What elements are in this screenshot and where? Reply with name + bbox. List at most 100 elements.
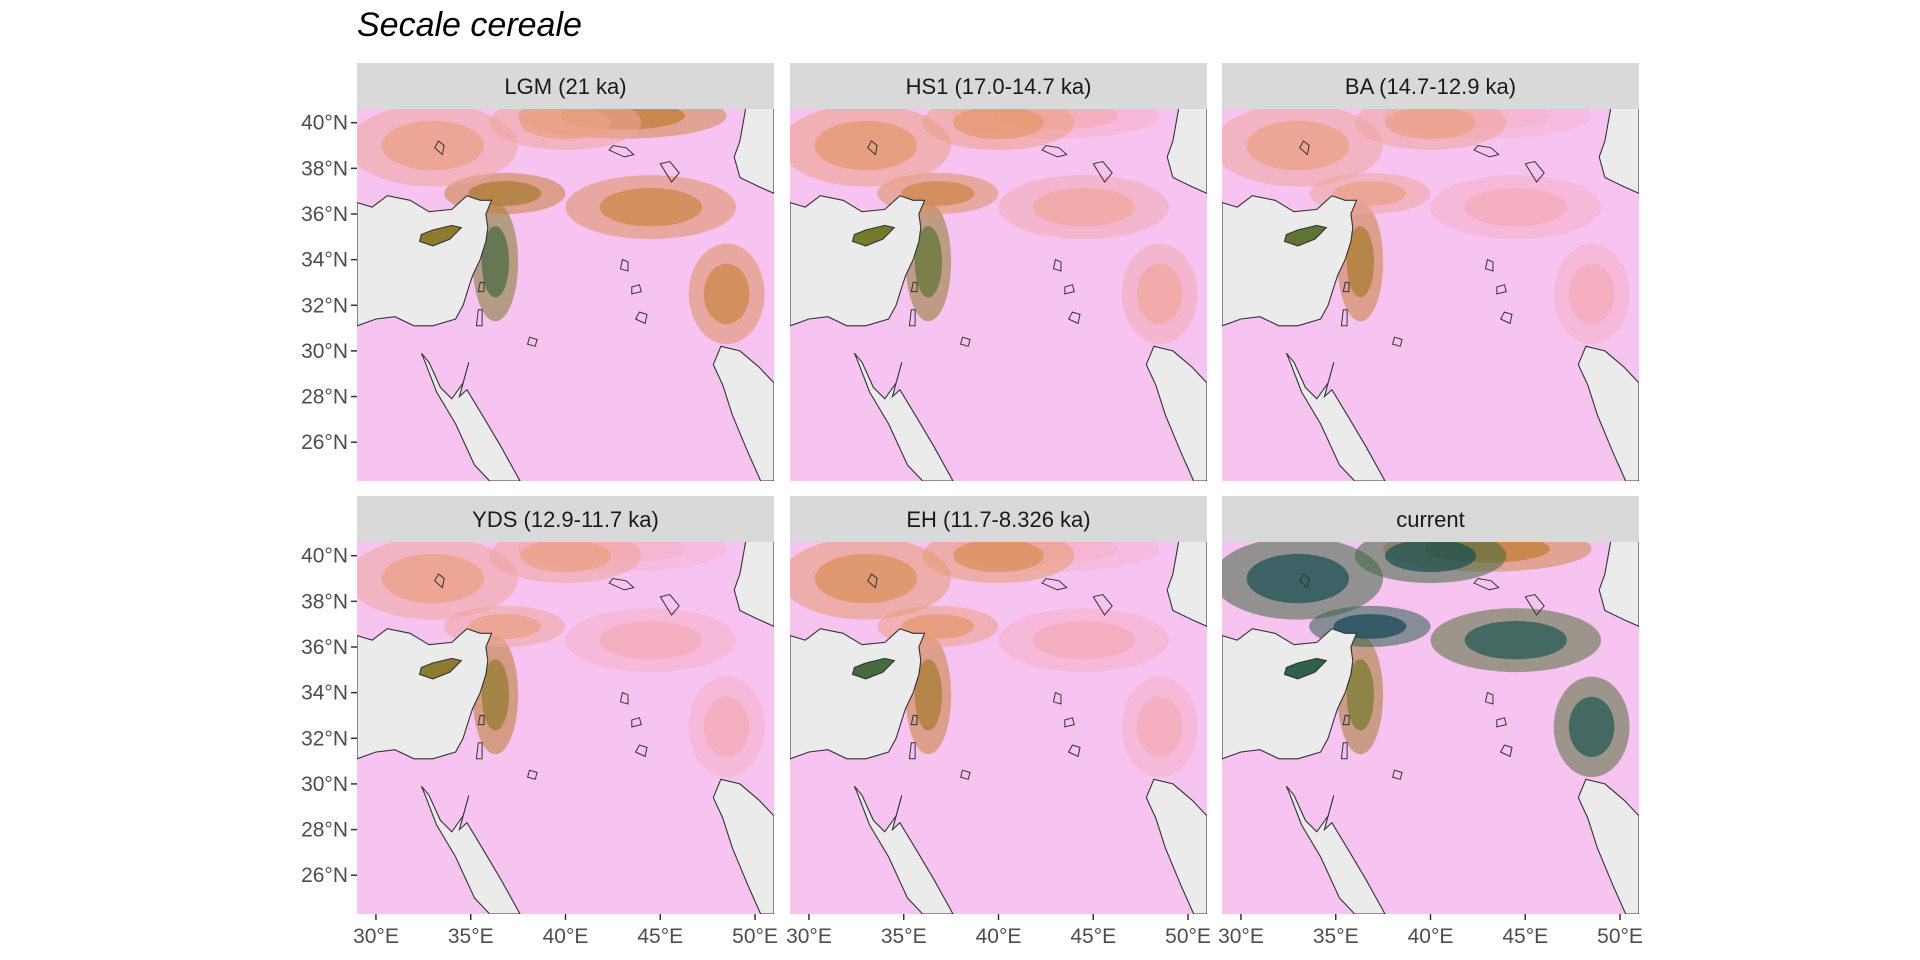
y-tick-label: 36°N	[301, 203, 348, 226]
lake-outline	[659, 593, 680, 616]
suitability-core	[1136, 696, 1183, 757]
suitability-core	[814, 120, 917, 171]
caspian-sea	[1598, 542, 1639, 628]
persian-gulf	[1145, 345, 1207, 481]
suitability-layer	[1222, 542, 1630, 778]
panel-strip	[790, 63, 1207, 109]
lake-outline	[1499, 744, 1513, 758]
x-tick-label: 45°E	[1502, 925, 1548, 948]
map-area	[357, 109, 774, 481]
suitability-core	[1333, 181, 1407, 206]
lake-outline	[1496, 717, 1507, 728]
panel-strip	[1222, 496, 1639, 542]
x-tick-label: 35°E	[448, 925, 494, 948]
lake-outline	[1052, 258, 1062, 272]
suitability-core	[599, 187, 702, 227]
persian-gulf	[1145, 778, 1207, 914]
red-sea	[1285, 785, 1386, 914]
persian-gulf	[1577, 778, 1639, 914]
red-sea	[420, 352, 521, 481]
map-panel: current 30°E 35°E 40°E 45°E 50°E	[1218, 496, 1643, 948]
lake-outline	[475, 742, 483, 760]
panel-strip-label: BA (14.7-12.9 ka)	[1345, 74, 1516, 99]
caspian-sea	[1166, 109, 1207, 195]
lake-outline	[1067, 744, 1081, 758]
map-area	[357, 542, 774, 914]
panel-strip-label: HS1 (17.0-14.7 ka)	[906, 74, 1092, 99]
suitability-core	[1464, 187, 1567, 227]
lake-outline	[619, 691, 629, 705]
persian-gulf	[712, 345, 774, 481]
caspian-sea	[733, 542, 774, 628]
suitability-core	[599, 620, 702, 660]
lake-outline	[634, 744, 648, 758]
y-tick-label: 38°N	[301, 157, 348, 180]
lake-outline	[959, 769, 971, 780]
lake-outline	[1041, 144, 1068, 158]
x-tick-label: 50°E	[1597, 925, 1643, 948]
caspian-sea	[733, 109, 774, 195]
cyprus-island	[418, 657, 463, 680]
lake-outline	[631, 284, 642, 295]
suitability-layer	[790, 109, 1198, 345]
lake-outline	[477, 281, 485, 293]
x-tick-label: 40°E	[976, 925, 1022, 948]
y-tick-label: 30°N	[301, 340, 348, 363]
suitability-layer	[790, 542, 1198, 778]
lake-outline	[1342, 714, 1350, 726]
map-area	[790, 542, 1207, 914]
suitability-core	[520, 109, 611, 140]
y-tick-label: 40°N	[301, 112, 348, 135]
panel-strip	[357, 63, 774, 109]
y-tick-label: 38°N	[301, 590, 348, 613]
red-sea	[853, 352, 954, 481]
lake-outline	[1499, 311, 1513, 325]
suitability-core	[1346, 659, 1375, 731]
panel-strip	[790, 496, 1207, 542]
suitability-core	[953, 109, 1044, 140]
lake-outline	[1067, 311, 1081, 325]
suitability-core	[1032, 620, 1135, 660]
caspian-sea	[1598, 109, 1639, 195]
lake-outline	[608, 144, 635, 158]
x-tick-label: 50°E	[1165, 925, 1211, 948]
suitability-core	[703, 696, 750, 757]
lake-outline	[1064, 284, 1075, 295]
x-tick-label: 35°E	[1313, 925, 1359, 948]
suitability-core	[814, 553, 917, 604]
suitability-core	[914, 226, 943, 298]
y-tick-label: 26°N	[301, 864, 348, 887]
y-tick-label: 30°N	[301, 773, 348, 796]
suitability-core	[481, 226, 510, 298]
suitability-core	[1346, 226, 1375, 298]
suitability-core	[468, 614, 542, 639]
x-tick-label: 40°E	[543, 925, 589, 948]
lake-outline	[1473, 577, 1500, 591]
suitability-core	[1464, 620, 1567, 660]
lake-outline	[434, 573, 445, 589]
lake-outline	[1340, 309, 1348, 327]
x-tick-label: 45°E	[637, 925, 683, 948]
lake-outline	[526, 769, 538, 780]
lake-outline	[1342, 281, 1350, 293]
suitability-core	[703, 263, 750, 324]
suitability-core	[1333, 614, 1407, 639]
lake-outline	[634, 311, 648, 325]
suitability-core	[381, 120, 484, 171]
x-tick-label: 50°E	[732, 925, 778, 948]
map-area	[790, 109, 1207, 481]
suitability-core	[1385, 542, 1476, 573]
suitability-core	[1136, 263, 1183, 324]
suitability-core	[1032, 187, 1135, 227]
lake-outline	[1484, 691, 1494, 705]
lake-outline	[867, 140, 878, 156]
lake-outline	[1391, 336, 1403, 347]
caspian-sea	[1166, 542, 1207, 628]
lake-outline	[1092, 160, 1113, 183]
lake-outline	[1041, 577, 1068, 591]
cyprus-island	[1283, 657, 1328, 680]
y-tick-label: 40°N	[301, 545, 348, 568]
persian-gulf	[1577, 345, 1639, 481]
suitability-core	[901, 181, 975, 206]
